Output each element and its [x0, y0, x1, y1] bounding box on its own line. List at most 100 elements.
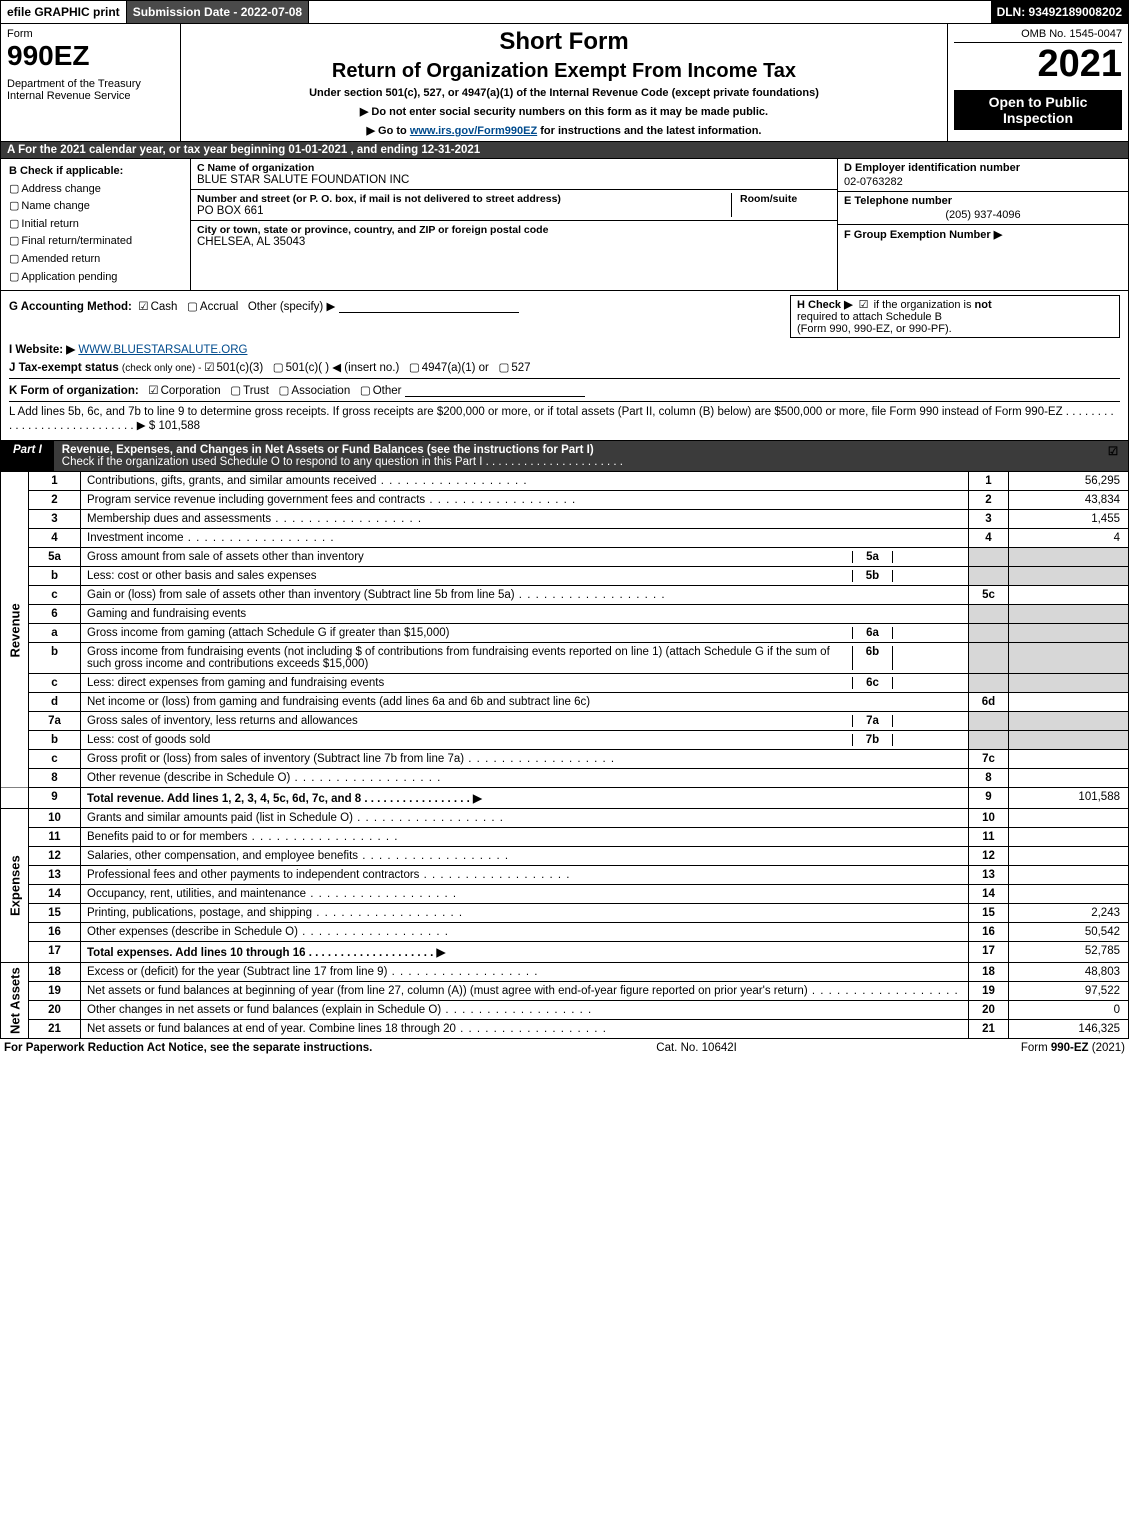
org-street: PO BOX 661: [197, 205, 711, 217]
lncol: 10: [969, 809, 1009, 828]
form-ref-bold: 990-EZ: [1051, 1042, 1089, 1054]
lncol: [969, 548, 1009, 567]
instr-goto-post: for instructions and the latest informat…: [540, 125, 761, 137]
j-tax-exempt: J Tax-exempt status (check only one) - 5…: [9, 360, 1120, 374]
part1-check-cell[interactable]: [1100, 441, 1128, 471]
checkbox-icon: [9, 271, 19, 283]
ln: c: [29, 674, 81, 693]
page-footer: For Paperwork Reduction Act Notice, see …: [0, 1039, 1129, 1054]
lncol: 7c: [969, 750, 1009, 769]
ln: 4: [29, 529, 81, 548]
room-suite-label: Room/suite: [740, 193, 831, 205]
amt: 43,834: [1009, 491, 1129, 510]
mini-amt: [892, 734, 962, 746]
checkbox-icon[interactable]: [279, 385, 290, 397]
checkbox-icon[interactable]: [360, 385, 371, 397]
irs-link[interactable]: www.irs.gov/Form990EZ: [410, 125, 537, 137]
txt: Gross income from fundraising events (no…: [87, 646, 852, 670]
desc: Total revenue. Add lines 1, 2, 3, 4, 5c,…: [81, 788, 969, 809]
desc: Gain or (loss) from sale of assets other…: [81, 586, 969, 605]
ln: 9: [29, 788, 81, 809]
desc: Total expenses. Add lines 10 through 16 …: [81, 942, 969, 963]
ln: b: [29, 731, 81, 750]
desc: Program service revenue including govern…: [81, 491, 969, 510]
tax-year: 2021: [954, 43, 1122, 86]
mini-ln: 5a: [852, 551, 892, 563]
f-group-row: F Group Exemption Number ▶: [838, 225, 1128, 244]
b-opt-initial[interactable]: Initial return: [9, 216, 182, 234]
dept-treasury: Department of the Treasury: [7, 78, 174, 90]
checkbox-icon[interactable]: [187, 301, 198, 313]
desc: Less: direct expenses from gaming and fu…: [81, 674, 969, 693]
ln: 13: [29, 866, 81, 885]
checkbox-icon[interactable]: [409, 362, 420, 374]
amt: 1,455: [1009, 510, 1129, 529]
amt: 146,325: [1009, 1020, 1129, 1039]
checkbox-icon[interactable]: [498, 362, 509, 374]
c-name-row: C Name of organization BLUE STAR SALUTE …: [191, 159, 837, 190]
header-left: Form 990EZ Department of the Treasury In…: [1, 24, 181, 141]
desc: Benefits paid to or for members: [81, 828, 969, 847]
section-bcdef: B Check if applicable: Address change Na…: [0, 159, 1129, 291]
amt: [1009, 847, 1129, 866]
mini-amt: [892, 627, 962, 639]
g-label: G Accounting Method:: [9, 301, 132, 313]
b-opt-final[interactable]: Final return/terminated: [9, 233, 182, 251]
lncol: [969, 624, 1009, 643]
checkbox-icon[interactable]: [859, 299, 869, 311]
row-13: 13 Professional fees and other payments …: [1, 866, 1129, 885]
cat-no: Cat. No. 10642I: [656, 1042, 737, 1054]
row-21: 21 Net assets or fund balances at end of…: [1, 1020, 1129, 1039]
row-6: 6 Gaming and fundraising events: [1, 605, 1129, 624]
under-section: Under section 501(c), 527, or 4947(a)(1)…: [187, 87, 941, 99]
txt: Gross income from gaming (attach Schedul…: [87, 627, 852, 639]
e-phone-row: E Telephone number (205) 937-4096: [838, 192, 1128, 225]
b-opt-address[interactable]: Address change: [9, 181, 182, 199]
desc: Net income or (loss) from gaming and fun…: [81, 693, 969, 712]
amt: [1009, 731, 1129, 750]
ln: 3: [29, 510, 81, 529]
form-ref-pre: Form: [1021, 1042, 1051, 1054]
j-501c: 501(c)( ) ◀ (insert no.): [286, 362, 400, 374]
instr-no-ssn: ▶ Do not enter social security numbers o…: [187, 105, 941, 118]
ln: 20: [29, 1001, 81, 1020]
ln: 8: [29, 769, 81, 788]
lncol: 1: [969, 472, 1009, 491]
checkbox-icon[interactable]: [148, 385, 158, 397]
lncol: 9: [969, 788, 1009, 809]
checkbox-icon[interactable]: [204, 362, 214, 374]
rev-side-tail: [1, 788, 29, 809]
row-16: 16 Other expenses (describe in Schedule …: [1, 923, 1129, 942]
b-opt-pending[interactable]: Application pending: [9, 269, 182, 287]
amt: [1009, 586, 1129, 605]
mini-amt: [892, 570, 962, 582]
b-opt-name[interactable]: Name change: [9, 198, 182, 216]
i-website: I Website: ▶ WWW.BLUESTARSALUTE.ORG: [9, 342, 1120, 356]
mini-ln: 5b: [852, 570, 892, 582]
ln: 16: [29, 923, 81, 942]
lncol: 4: [969, 529, 1009, 548]
h-not: not: [975, 299, 992, 311]
desc: Gross amount from sale of assets other t…: [81, 548, 969, 567]
website-link[interactable]: WWW.BLUESTARSALUTE.ORG: [78, 344, 247, 356]
row-5b: b Less: cost or other basis and sales ex…: [1, 567, 1129, 586]
amt: [1009, 643, 1129, 674]
submission-date: Submission Date - 2022-07-08: [127, 1, 309, 23]
k-other: Other: [373, 385, 402, 397]
lncol: 6d: [969, 693, 1009, 712]
c-city-row: City or town, state or province, country…: [191, 221, 837, 251]
checkbox-icon[interactable]: [230, 385, 241, 397]
amt: 52,785: [1009, 942, 1129, 963]
checkbox-icon[interactable]: [138, 301, 148, 313]
checkbox-icon[interactable]: [273, 362, 284, 374]
amt: 2,243: [1009, 904, 1129, 923]
lncol: 8: [969, 769, 1009, 788]
amt: [1009, 674, 1129, 693]
d-label: D Employer identification number: [844, 162, 1122, 174]
g-other: Other (specify) ▶: [248, 301, 335, 313]
mini-ln: 6b: [852, 646, 892, 670]
b-opt-amended[interactable]: Amended return: [9, 251, 182, 269]
mini-ln: 6a: [852, 627, 892, 639]
amt: 4: [1009, 529, 1129, 548]
row-6b: b Gross income from fundraising events (…: [1, 643, 1129, 674]
